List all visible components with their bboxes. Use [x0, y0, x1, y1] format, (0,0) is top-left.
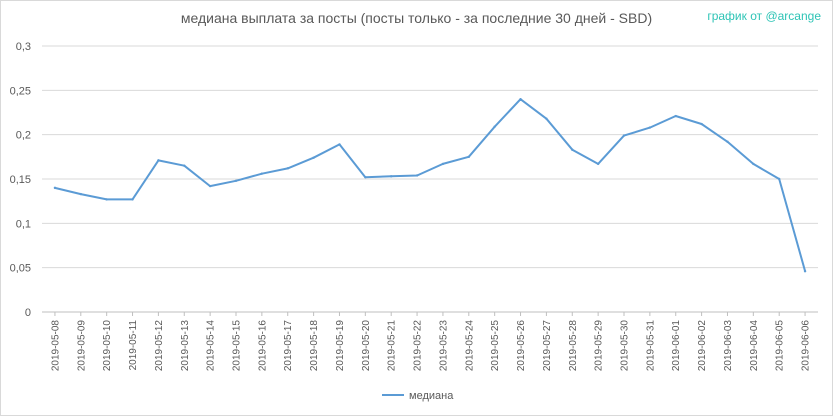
data-point: [493, 125, 496, 128]
data-point: [571, 148, 574, 151]
x-tick-label: 2019-05-17: [283, 320, 294, 372]
x-tick-label: 2019-06-04: [749, 320, 760, 372]
x-tick-label: 2019-06-05: [775, 320, 786, 372]
chart-title: медиана выплата за посты (посты только -…: [180, 10, 653, 26]
data-point: [545, 117, 548, 120]
x-tick-label: 2019-05-11: [128, 320, 139, 371]
y-tick-label: 0,3: [16, 41, 31, 53]
gridlines: [42, 45, 818, 313]
data-point: [803, 270, 807, 273]
x-tick-label: 2019-05-09: [76, 320, 87, 372]
x-tick-label: 2019-05-25: [490, 320, 501, 372]
data-point: [312, 156, 315, 159]
series-layer: [53, 98, 807, 273]
x-tick-label: 2019-05-31: [645, 320, 656, 372]
data-point: [778, 177, 781, 181]
x-tick-label: 2019-05-08: [50, 320, 61, 372]
data-point: [622, 134, 626, 137]
x-tick-label: 2019-05-13: [180, 320, 191, 372]
data-point: [519, 98, 522, 101]
x-tick-label: 2019-05-14: [206, 320, 217, 372]
x-tick-label: 2019-06-03: [723, 320, 734, 372]
x-tick-label: 2019-05-10: [102, 320, 113, 372]
data-point: [183, 164, 186, 167]
x-tick-label: 2019-05-30: [620, 320, 631, 372]
data-point: [726, 140, 729, 143]
x-tick-label: 2019-05-29: [594, 320, 605, 372]
data-point: [286, 167, 289, 170]
y-tick-label: 0,1: [16, 218, 31, 230]
legend-label: медиана: [409, 390, 454, 402]
y-tick-label: 0,15: [10, 174, 31, 186]
data-point: [674, 114, 677, 118]
data-point: [648, 126, 652, 129]
x-tick-label: 2019-05-15: [232, 320, 243, 372]
data-point: [131, 198, 134, 201]
x-tick-label: 2019-05-26: [516, 320, 527, 372]
x-tick-label: 2019-05-19: [335, 320, 346, 372]
data-point: [441, 162, 445, 166]
y-tick-label: 0,05: [10, 263, 31, 275]
x-tick-label: 2019-05-12: [154, 320, 165, 372]
legend: медиана: [382, 390, 454, 402]
y-tick-label: 0,25: [10, 85, 31, 97]
x-tick-label: 2019-06-02: [697, 320, 708, 372]
data-point: [390, 175, 393, 178]
data-point: [700, 122, 703, 126]
series-line: [53, 98, 807, 273]
x-tick-label: 2019-05-21: [387, 320, 398, 372]
x-tick-label: 2019-05-20: [361, 320, 372, 372]
data-point: [79, 192, 83, 196]
y-tick-label: 0: [25, 307, 31, 319]
x-axis-ticks: 2019-05-08 2019-05-09 2019-05-10 2019-05-11…: [50, 312, 812, 372]
x-tick-label: 2019-05-27: [542, 320, 553, 372]
credit-label: график от @arcange: [707, 9, 821, 23]
x-tick-label: 2019-05-18: [309, 320, 320, 372]
data-point: [364, 176, 367, 179]
x-tick-label: 2019-06-01: [671, 320, 682, 372]
x-tick-label: 2019-05-22: [413, 320, 424, 372]
x-tick-label: 2019-05-28: [568, 320, 579, 372]
x-tick-label: 2019-05-16: [257, 320, 268, 372]
data-point: [752, 162, 755, 166]
y-tick-label: 0,2: [16, 130, 31, 142]
x-tick-label: 2019-05-24: [464, 320, 475, 372]
y-axis-ticks: 0 0,05 0,1 0,15 0,2 0,25 0,3: [10, 41, 31, 319]
data-point: [157, 159, 160, 162]
data-point: [338, 143, 341, 146]
x-tick-label: 2019-05-23: [438, 320, 449, 372]
data-point: [415, 174, 419, 177]
data-point: [596, 162, 600, 166]
data-point: [234, 179, 238, 182]
data-point: [467, 155, 470, 159]
data-point: [105, 198, 108, 201]
x-tick-label: 2019-06-06: [801, 320, 812, 372]
data-point: [260, 172, 264, 175]
data-point: [53, 186, 57, 190]
data-point: [208, 184, 212, 188]
